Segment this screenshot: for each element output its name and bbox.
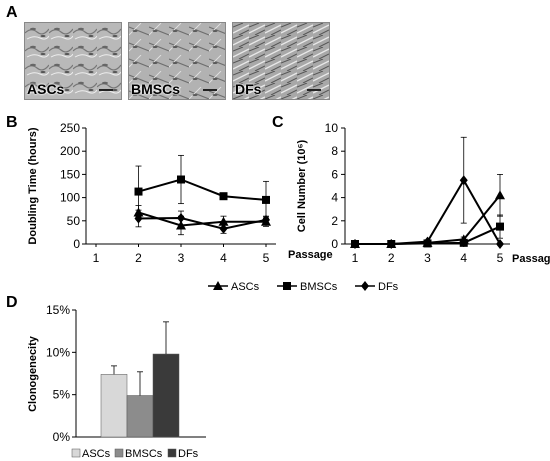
chart-c-series-bmscs-point xyxy=(459,238,468,247)
chart-d-legend-dfs-label: DFs xyxy=(178,448,199,460)
chart-d-bar-bmscs xyxy=(126,395,154,438)
chart-d-legend-ascs-swatch xyxy=(71,448,81,458)
chart-c-y-tick-label: 6 xyxy=(331,167,338,181)
chart-b-x-tick-label: 2 xyxy=(135,251,142,265)
panel-letter-a: A xyxy=(6,4,18,21)
scale-bar xyxy=(307,89,321,91)
chart-b-y-tick-label: 0 xyxy=(73,237,80,251)
chart-c-series-dfs-point xyxy=(423,236,432,247)
chart-c-y-axis-label: Cell Number (10⁶) xyxy=(296,139,308,232)
micrograph-ascs-texture xyxy=(25,23,121,99)
chart-c-x-tick-label: 1 xyxy=(352,251,359,265)
chart-b-series-bmscs-point xyxy=(134,187,143,196)
chart-b-series-dfs-line xyxy=(138,217,267,230)
micrograph-label: ASCs xyxy=(27,81,65,97)
micrograph-bmscs: BMSCs xyxy=(128,22,226,100)
chart-b-series-ascs-point xyxy=(218,216,229,226)
chart-b-x-tick-label: 1 xyxy=(93,251,100,265)
chart-d-y-tick-label: 0% xyxy=(53,430,71,444)
legend-dfs-marker xyxy=(361,281,369,291)
chart-c-series-dfs-point xyxy=(496,239,504,249)
micrograph-label: BMSCs xyxy=(131,81,181,97)
chart-c-y-tick-label: 0 xyxy=(331,237,338,251)
panel-letter-b: B xyxy=(6,114,18,131)
chart-b-series-bmscs-point xyxy=(262,195,270,204)
chart-b-series-dfs-point xyxy=(262,214,270,225)
chart-d-y-tick-label: 5% xyxy=(53,388,71,402)
chart-b-series-dfs-point xyxy=(177,213,185,224)
chart-b-y-axis-label: Doubling Time (hours) xyxy=(27,127,39,244)
chart-b-y-tick-label: 100 xyxy=(60,191,80,205)
scale-bar xyxy=(99,89,113,91)
legend-bmscs-label: BMSCs xyxy=(300,281,338,293)
chart-c-x-tick-label: 3 xyxy=(424,251,431,265)
chart-c-series-dfs-point xyxy=(351,239,359,249)
chart-d-legend-dfs-swatch xyxy=(167,448,177,458)
chart-b-series-dfs-point xyxy=(134,213,143,224)
micrograph-bmscs-texture xyxy=(129,23,225,99)
chart-c-y-tick-label: 2 xyxy=(331,214,338,228)
chart-d-bar-dfs xyxy=(152,353,180,438)
chart-d-legend-ascs-label: ASCs xyxy=(82,448,111,460)
chart-b-series-bmscs-point xyxy=(177,175,185,184)
legend-dfs-label: DFs xyxy=(378,281,399,293)
chart-b-series-bmscs-line xyxy=(138,178,267,201)
chart-d-y-tick-label: 15% xyxy=(46,303,70,317)
chart-b-series-dfs-point xyxy=(219,223,228,234)
chart-d-legend-bmscs-label: BMSCs xyxy=(125,448,163,460)
chart-b-y-tick-label: 150 xyxy=(60,167,80,181)
legend-ascs-marker xyxy=(213,281,223,290)
scale-bar xyxy=(203,89,217,91)
micrograph-dfs: DFs xyxy=(232,22,330,100)
panel-letter-c: C xyxy=(272,114,284,131)
chart-c-y-tick-label: 10 xyxy=(325,121,339,135)
chart-c-x-tick-label: 4 xyxy=(460,251,467,265)
chart-b-x-tick-label: 3 xyxy=(178,251,185,265)
chart-c-series-dfs-line xyxy=(355,178,501,245)
chart-b-x-axis-label: Passage xyxy=(288,249,333,261)
chart-c-series-dfs-point xyxy=(387,239,396,249)
panel-letter-d: D xyxy=(6,294,18,311)
chart-c-x-tick-label: 5 xyxy=(497,251,504,265)
chart-b-series-bmscs-point xyxy=(219,192,228,201)
chart-c-series-dfs-point xyxy=(459,175,468,186)
chart-c-x-tick-label: 2 xyxy=(388,251,395,265)
micrograph-label: DFs xyxy=(235,81,262,97)
legend-ascs-label: ASCs xyxy=(231,281,260,293)
chart-c-y-tick-label: 4 xyxy=(331,191,338,205)
chart-b-y-tick-label: 50 xyxy=(67,214,81,228)
chart-b-y-tick-label: 200 xyxy=(60,144,80,158)
chart-c-series-bmscs-point xyxy=(496,222,504,231)
chart-d-y-tick-label: 10% xyxy=(46,345,70,359)
chart-c-y-tick-label: 8 xyxy=(331,144,338,158)
chart-c-series-ascs-point xyxy=(495,190,505,200)
micrograph-dfs-texture xyxy=(233,23,329,99)
legend-bmscs-marker xyxy=(283,282,291,290)
chart-c-x-axis-label: Passage xyxy=(512,253,550,265)
micrograph-ascs: ASCs xyxy=(24,22,122,100)
chart-b-x-tick-label: 5 xyxy=(263,251,270,265)
chart-d-bar-ascs xyxy=(100,374,128,438)
chart-b-y-tick-label: 250 xyxy=(60,121,80,135)
chart-b-x-tick-label: 4 xyxy=(220,251,227,265)
chart-d-legend-bmscs-swatch xyxy=(114,448,124,458)
chart-d-y-axis-label: Clonogenecity xyxy=(27,335,39,412)
